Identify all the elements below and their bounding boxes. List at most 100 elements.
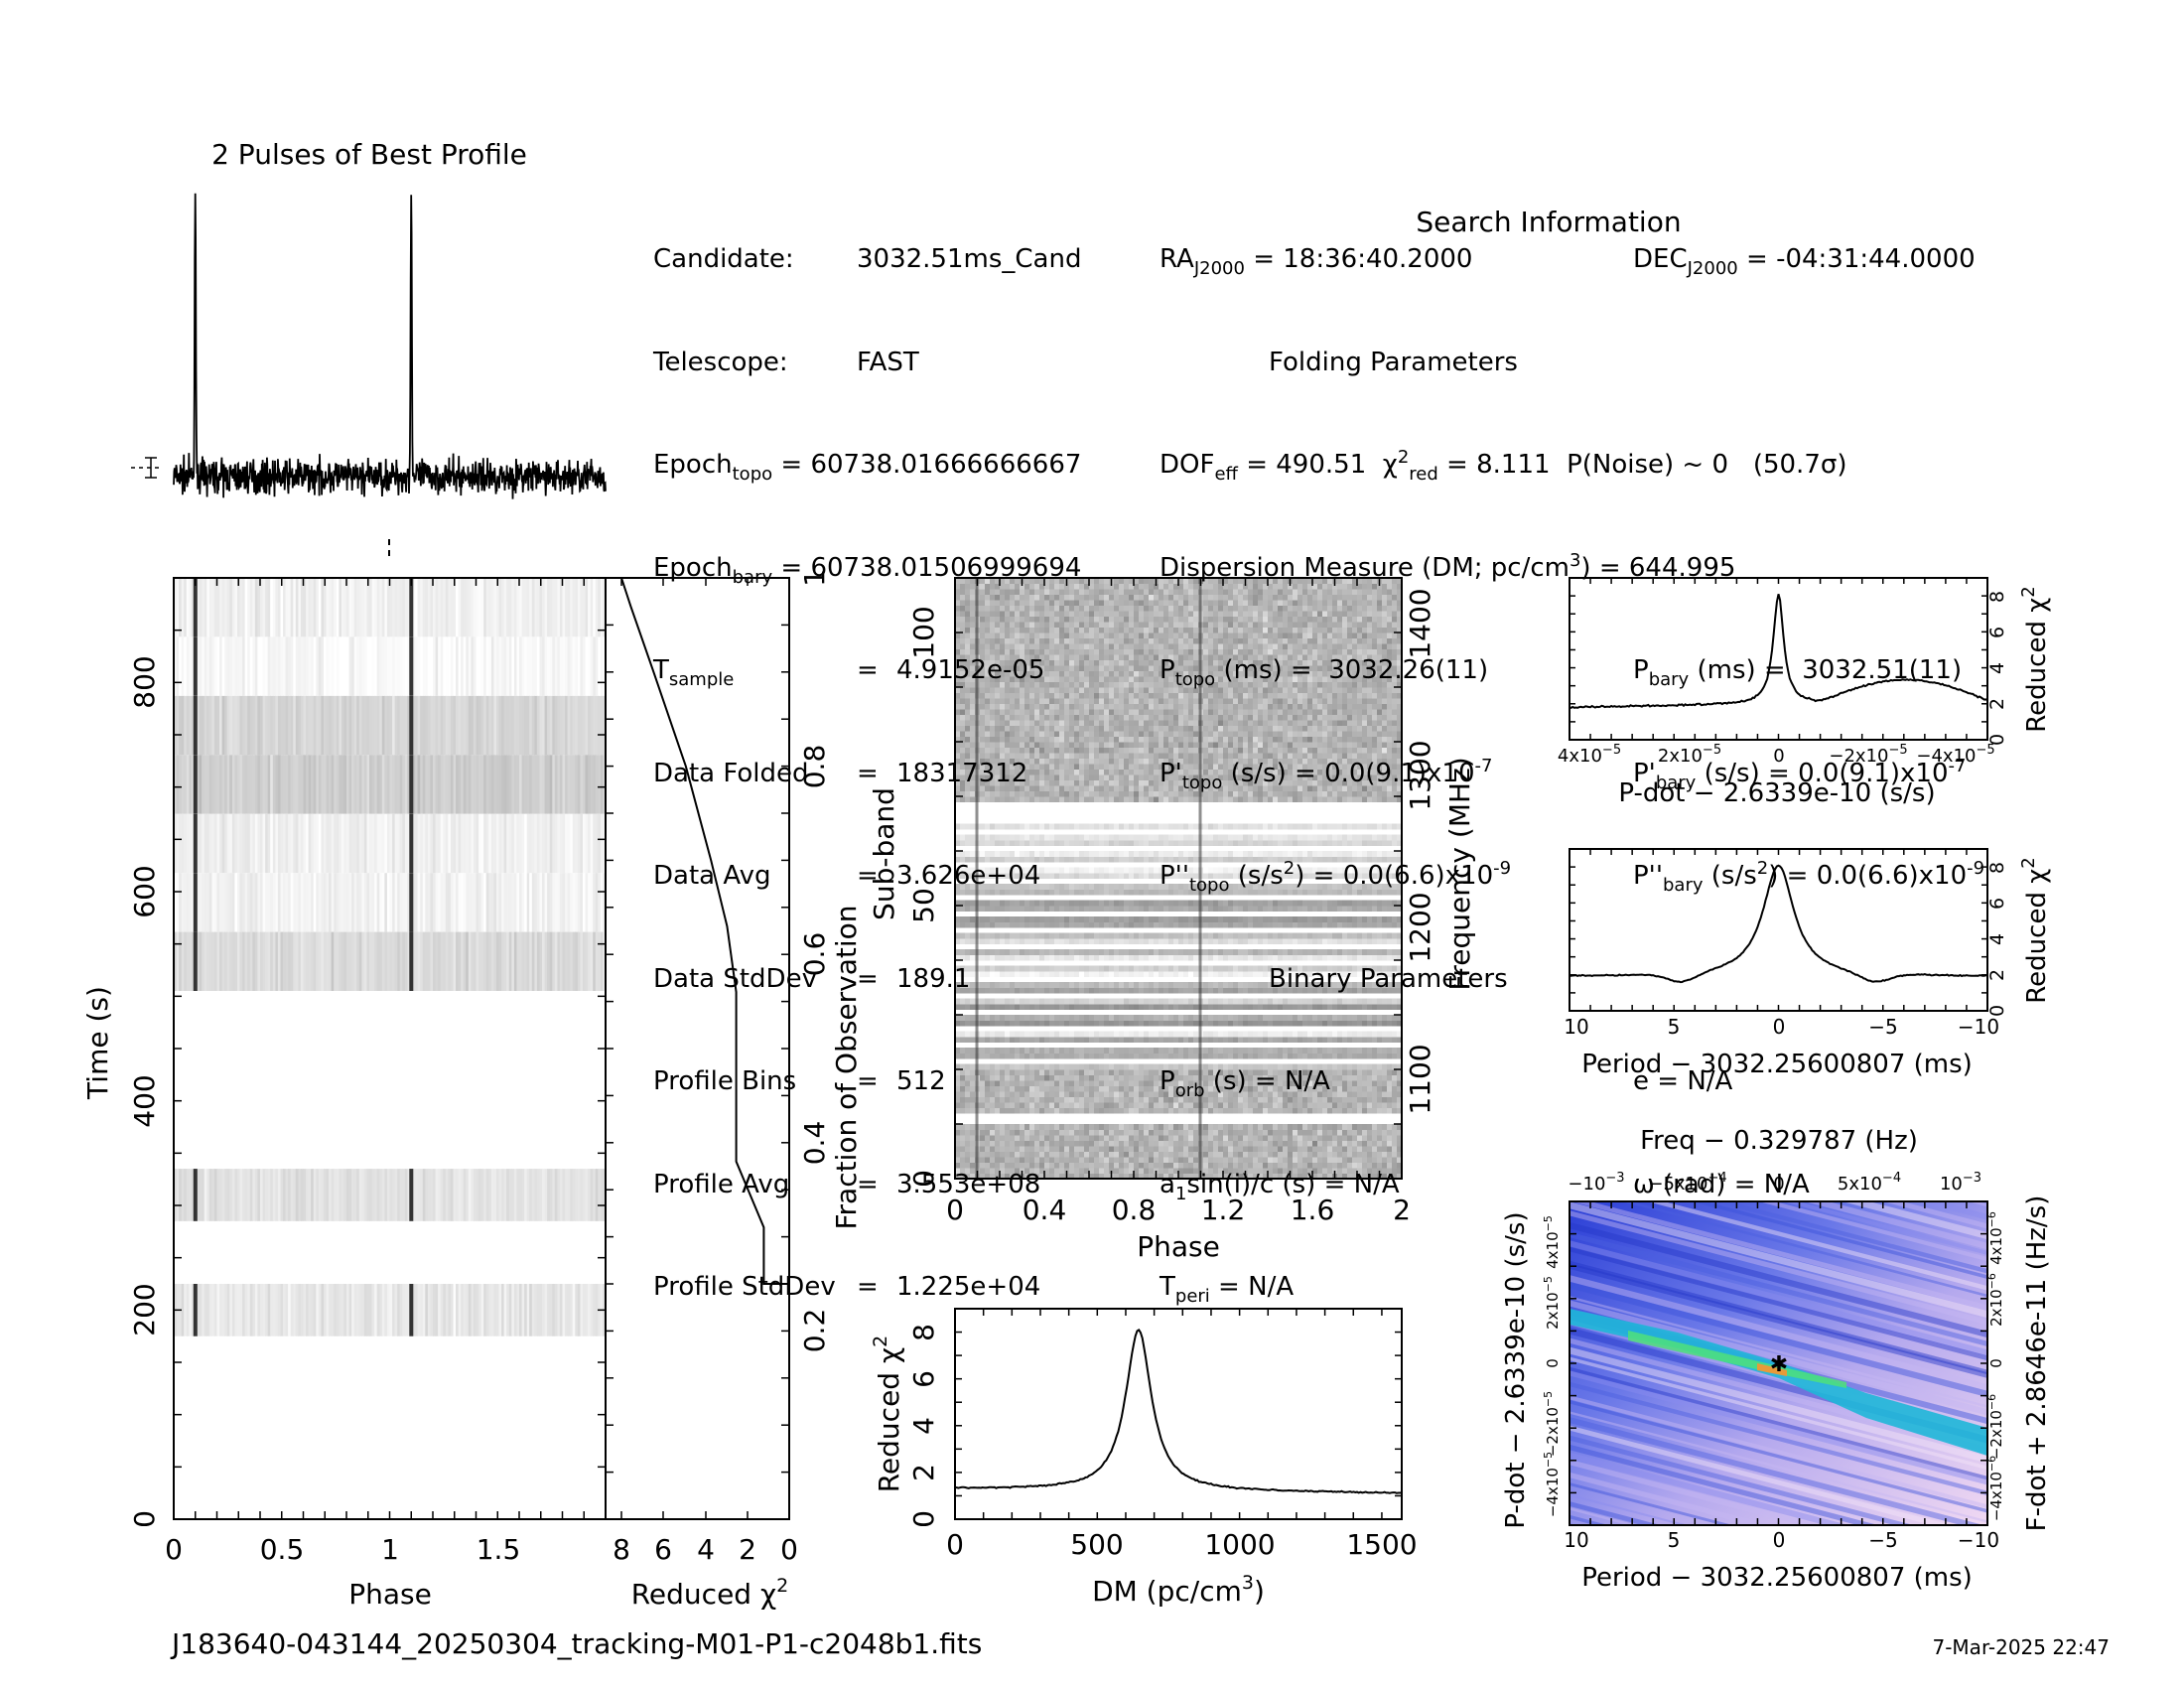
time-phase-panel: 0 0.5 1 1.5 Phase 0 200 400 600 800 Time…	[81, 577, 607, 1611]
sb-tick-yr-1: 1200	[1404, 892, 1436, 962]
subband-row	[955, 687, 1403, 693]
search-info-right: DECJ2000 = -04:31:44.0000 Pbary (ms) = 3…	[1633, 174, 1984, 1236]
ppd-streak	[1570, 1275, 1987, 1391]
ppd-tick-yr-0: −4x10−6	[1985, 1456, 2005, 1521]
subband-row	[955, 747, 1403, 754]
cf-tick-x-0: 8	[613, 1533, 630, 1566]
search-info-left: Candidate: 3032.51ms_Cand Telescope: FAST …	[653, 174, 1081, 1338]
subband-row	[955, 698, 1403, 704]
tp-tick-y-4: 800	[128, 655, 161, 708]
subband-row	[955, 1048, 1403, 1054]
ppd-tick-x-2: 0	[1773, 1528, 1786, 1552]
ppd-streak	[1570, 1601, 1987, 1688]
cf-tick-y-1: 0.4	[798, 1121, 831, 1166]
subband-row	[955, 790, 1403, 797]
binary-title-row: Binary Parameters	[1269, 963, 1508, 994]
subband-row	[955, 1037, 1403, 1043]
pulse-track	[1198, 578, 1202, 1179]
pdd-topo-row: P''topo (s/s2) = 0.0(6.6)x10-9	[1160, 858, 1512, 896]
ppd-xlabel: Period − 3032.25600807 (ms)	[1581, 1563, 1973, 1593]
ppd-tick-x-1: 5	[1668, 1528, 1681, 1552]
dm-xlabel: DM (pc/cm3)	[1092, 1572, 1265, 1608]
sb-tick-yr-0: 1100	[1404, 1044, 1436, 1114]
pulse-track	[193, 755, 198, 814]
sb-tick-yr-3: 1400	[1404, 588, 1436, 658]
best-fit-marker-icon: ✱	[1770, 1352, 1788, 1377]
pr-ylabel: Reduced χ2	[2018, 857, 2052, 1003]
dm-tick-x-0: 0	[946, 1528, 964, 1561]
subband-row	[955, 900, 1403, 907]
subband-row	[955, 742, 1403, 748]
profile-panel: 2 Pulses of Best Profile	[131, 138, 607, 561]
pulse-track	[409, 813, 414, 874]
ppd-streak	[1570, 1452, 1849, 1525]
tp-xlabel: Phase	[348, 1578, 432, 1611]
cf-tick-y-3: 0.8	[798, 745, 831, 789]
tp-row-block	[174, 636, 607, 696]
subband-row	[955, 1129, 1403, 1136]
ppd-streak	[1570, 1263, 1987, 1378]
ppd-streak	[1570, 1425, 1952, 1525]
pr-tick-x-2: 0	[1773, 1015, 1786, 1039]
period-curve-panel: 10 5 0 −5 −10 Period − 3032.25600807 (ms…	[1564, 848, 2052, 1079]
subband-row	[955, 1080, 1403, 1086]
sb-tick-x-3: 1.2	[1201, 1194, 1246, 1226]
pd-xlabel: P-dot − 2.6339e-10 (s/s)	[1618, 778, 1935, 808]
dm-tick-y-0: 0	[907, 1510, 940, 1528]
subband-row	[955, 583, 1403, 590]
pd-tick-x-2: 0	[1773, 746, 1784, 767]
subband-row	[955, 633, 1403, 638]
dof-row: DOFeff = 490.51 χ2red = 8.111 P(Noise) ~…	[1160, 447, 1847, 485]
ppd-streak	[1570, 1482, 1733, 1525]
subband-row	[955, 971, 1403, 977]
subband-row	[955, 856, 1403, 863]
pulse-track	[409, 1284, 414, 1336]
subband-row	[955, 1096, 1403, 1103]
tp-tick-x-0: 0	[165, 1533, 183, 1566]
pulse-track	[193, 1169, 198, 1221]
omega-row: ω (rad) = N/A	[1633, 1169, 1810, 1199]
subband-row	[955, 622, 1403, 628]
ppd-streak	[1570, 1356, 1987, 1470]
dm-tick-y-3: 6	[907, 1370, 940, 1388]
subband-row	[955, 1053, 1403, 1059]
ppd-tick-top-0: −10−3	[1568, 1171, 1624, 1195]
subband-row	[955, 665, 1403, 671]
pr-xlabel: Period − 3032.25600807 (ms)	[1581, 1050, 1973, 1079]
ppd-streak	[1570, 1381, 1987, 1496]
tp-tick-y-0: 0	[128, 1510, 161, 1528]
p-pdot-plane-panel: Freq − 0.329787 (Hz) ✱ −10−3 −5x10−4 0 5…	[1501, 1126, 2052, 1688]
ppd-tick-top-1: −5x10−4	[1648, 1171, 1726, 1195]
dm-tick-x-3: 1500	[1346, 1528, 1417, 1561]
subband-row	[955, 731, 1403, 737]
subband-row	[955, 1157, 1403, 1163]
subband-row	[955, 670, 1403, 677]
ppd-title: Freq − 0.329787 (Hz)	[1640, 1126, 1918, 1156]
sb-tick-yr-2: 1300	[1404, 740, 1436, 810]
tp-row-block	[174, 755, 607, 814]
ppd-streak	[1570, 1246, 1987, 1361]
folding-title-row: Folding Parameters	[1269, 347, 1518, 377]
a1-row: a1sin(i)/c (s) = N/A	[1160, 1169, 1400, 1204]
pr-tick-y-0: 0	[1986, 1005, 2008, 1017]
subband-row	[955, 949, 1403, 955]
ppd-streak	[1570, 1400, 1987, 1513]
dec-row: DECJ2000 = -04:31:44.0000	[1633, 244, 1976, 279]
tp-row-block	[174, 873, 607, 932]
ppd-streak	[1882, 1201, 1987, 1229]
cf-tick-y-0: 0.2	[798, 1309, 831, 1353]
subband-row	[955, 692, 1403, 699]
tp-tick-x-2: 1	[381, 1533, 399, 1566]
pulse-track	[193, 695, 198, 756]
ppd-ylabel-right: F-dot + 2.8646e-11 (Hz/s)	[2022, 1196, 2052, 1532]
ppd-streak	[1570, 1231, 1987, 1346]
subband-row	[955, 736, 1403, 743]
pr-tick-x-4: −10	[1958, 1015, 1999, 1039]
sb-tick-x-4: 1.6	[1291, 1194, 1335, 1226]
sb-tick-x-5: 2	[1393, 1194, 1411, 1226]
subband-row	[955, 1069, 1403, 1075]
subband-row	[955, 1031, 1403, 1038]
ppd-streak	[1711, 1201, 1987, 1274]
cf-tick-y-4: 1	[798, 569, 831, 587]
subband-row	[955, 982, 1403, 988]
